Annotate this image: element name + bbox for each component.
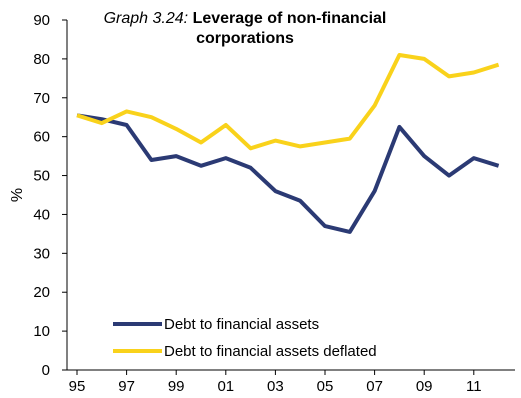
y-tick-label: 30 xyxy=(33,245,50,262)
y-tick-label: 0 xyxy=(42,362,50,379)
x-tick-label: 99 xyxy=(168,378,185,395)
y-tick-label: 90 xyxy=(33,12,50,29)
x-tick-label: 01 xyxy=(217,378,234,395)
x-tick-label: 03 xyxy=(267,378,284,395)
y-tick-label: 80 xyxy=(33,51,50,68)
y-tick-label: 40 xyxy=(33,206,50,223)
series-line-1 xyxy=(76,113,500,234)
chart-title: Graph 3.24: Leverage of non-financial co… xyxy=(70,9,420,49)
chart-title-prefix: Graph 3.24: xyxy=(103,10,189,27)
y-tick-label: 10 xyxy=(33,323,50,340)
y-tick-label: 50 xyxy=(33,168,50,185)
legend-label-1: Debt to financial assets xyxy=(164,316,319,333)
series-line-2 xyxy=(76,53,500,151)
x-tick-label: 07 xyxy=(366,378,383,395)
x-tick-label: 97 xyxy=(118,378,135,395)
y-tick-label: 70 xyxy=(33,90,50,107)
x-tick-label: 11 xyxy=(466,378,482,395)
y-tick-label: 20 xyxy=(33,284,50,301)
x-tick-label: 95 xyxy=(69,378,86,395)
y-axis-label: % xyxy=(9,188,26,202)
legend-label-2: Debt to financial assets deflated xyxy=(164,343,377,360)
chart-title-main: Leverage of non-financial corporations xyxy=(192,10,387,47)
y-tick-label: 60 xyxy=(33,129,50,146)
x-tick-label: 05 xyxy=(317,378,334,395)
x-tick-label: 09 xyxy=(416,378,433,395)
